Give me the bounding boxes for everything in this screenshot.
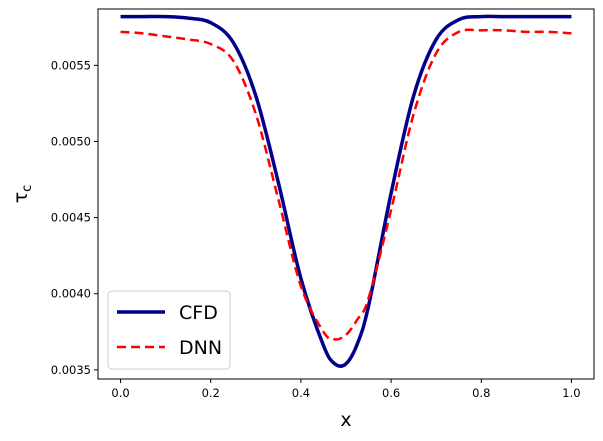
x-tick-label: 0.4 [292,386,310,400]
y-tick-label: 0.0035 [51,363,91,377]
y-tick-label: 0.0045 [51,211,91,225]
x-tick-label: 1.0 [562,386,580,400]
tick-layer: 0.0 0.2 0.4 0.6 0.8 1.0 0.0035 0.0040 0.0045 0.00… [51,58,581,400]
series-line-dnn [120,28,572,341]
plot-frame [97,8,595,380]
legend-cfd-label: CFD [179,302,218,324]
y-axis-label-subscript: c [20,185,35,192]
y-tick-label: 0.0040 [51,287,91,301]
y-tick-label: 0.0055 [51,58,91,72]
x-tick-label: 0.0 [111,386,129,400]
legend-dnn-label: DNN [179,337,222,359]
plot-area [120,14,572,368]
x-axis-label: x [340,409,351,431]
x-tick-label: 0.8 [472,386,490,400]
legend: CFD DNN [107,290,231,370]
x-tick-label: 0.6 [382,386,400,400]
series-line-cfd [120,14,572,368]
x-tick-label: 0.2 [202,386,220,400]
y-tick-label: 0.0050 [51,134,91,148]
